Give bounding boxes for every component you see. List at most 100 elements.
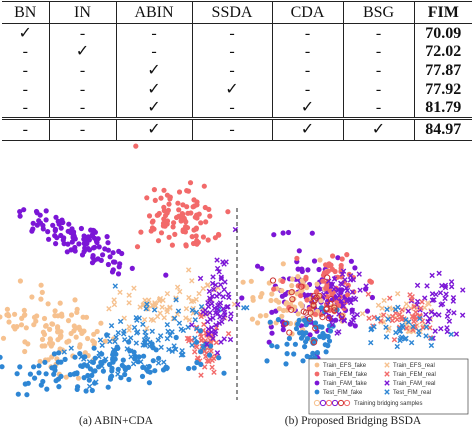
- scatter-point: [119, 362, 125, 368]
- scatter-point: [301, 317, 308, 323]
- scatter-ring: [303, 309, 310, 316]
- scatter-cross: [165, 328, 171, 335]
- cell-abin: ✓: [115, 61, 192, 80]
- scatter-point: [279, 313, 285, 319]
- scatter-point: [39, 289, 45, 295]
- scatter-point: [274, 344, 280, 350]
- scatter-point: [161, 187, 167, 193]
- scatter-point: [303, 321, 309, 328]
- scatter-cross: [410, 323, 416, 330]
- scatter-cross: [115, 329, 121, 336]
- scatter-cross: [140, 342, 146, 348]
- scatter-point: [352, 265, 358, 271]
- scatter-point: [51, 351, 58, 357]
- scatter-cross: [183, 315, 189, 321]
- scatter-point: [69, 239, 75, 245]
- scatter-cross: [183, 305, 190, 312]
- scatter-point: [335, 255, 341, 261]
- scatter-cross: [200, 285, 206, 292]
- scatter-cross: [142, 342, 148, 348]
- scatter-point: [77, 351, 83, 357]
- scatter-point: [106, 361, 113, 368]
- scatter-point: [81, 233, 87, 239]
- scatter-cross: [349, 307, 356, 314]
- scatter-cross: [428, 309, 435, 315]
- scatter-cross: [241, 305, 247, 311]
- scatter-point: [280, 327, 286, 333]
- scatter-point: [40, 378, 46, 385]
- scatter-point: [255, 320, 261, 326]
- scatter-ring: [282, 320, 289, 327]
- scatter-point: [91, 331, 97, 337]
- scatter-point: [85, 372, 91, 379]
- scatter-point: [39, 336, 46, 342]
- scatter-cross: [93, 379, 99, 385]
- scatter-point: [74, 386, 80, 392]
- scatter-point: [17, 364, 23, 370]
- cell-fim: 77.92: [413, 79, 472, 99]
- scatter-point: [299, 266, 305, 272]
- scatter-point: [164, 221, 170, 227]
- scatter-point: [240, 279, 246, 285]
- scatter-cross: [349, 289, 356, 295]
- scatter-cross: [331, 276, 338, 282]
- scatter-cross: [97, 337, 104, 343]
- scatter-cross: [411, 318, 417, 325]
- scatter-cross: [131, 285, 137, 291]
- scatter-point: [14, 371, 20, 377]
- scatter-cross: [124, 346, 130, 352]
- scatter-point: [27, 371, 33, 377]
- scatter-point: [132, 353, 138, 360]
- scatter-cross: [408, 340, 415, 346]
- scatter-point: [72, 354, 78, 360]
- scatter-cross: [416, 315, 423, 322]
- results-table: BN IN ABIN SSDA CDA BSG FIM ✓ - - - - - …: [2, 1, 472, 141]
- scatter-point: [180, 228, 186, 234]
- scatter-point: [34, 313, 40, 319]
- scatter-cross: [220, 294, 226, 300]
- scatter-cross: [130, 361, 137, 367]
- cell-bn: -: [22, 43, 28, 61]
- scatter-point: [84, 240, 90, 247]
- scatter-point: [280, 261, 286, 267]
- scatter-cross: [366, 315, 372, 321]
- scatter-cross: [394, 316, 400, 323]
- scatter-point: [215, 231, 222, 238]
- scatter-point: [158, 230, 165, 236]
- scatter-cross: [73, 370, 79, 377]
- scatter-cross: [143, 305, 149, 312]
- scatter-cross: [167, 304, 173, 310]
- scatter-point: [267, 319, 273, 325]
- cell-cda: -: [271, 79, 343, 99]
- legend-label: Train_FEM_real: [393, 372, 436, 378]
- scatter-point: [4, 306, 10, 312]
- scatter-cross: [331, 286, 337, 292]
- table-row: - - ✓ - - - 77.87: [2, 61, 472, 80]
- scatter-point: [196, 211, 202, 217]
- scatter-point: [164, 192, 170, 198]
- scatter-point: [280, 307, 287, 314]
- scatter-cross: [126, 300, 132, 306]
- scatter-cross: [214, 257, 220, 263]
- scatter-point: [45, 301, 51, 307]
- scatter-point: [0, 335, 7, 341]
- scatter-cross: [186, 338, 192, 344]
- scatter-cross: [161, 359, 167, 365]
- scatter-cross: [453, 331, 460, 337]
- scatter-cross: [179, 348, 185, 354]
- scatter-point: [77, 344, 83, 350]
- scatter-cross: [428, 342, 435, 349]
- scatter-point: [43, 323, 49, 329]
- cell-abin: ✓: [115, 79, 192, 99]
- scatter-point: [327, 328, 334, 334]
- scatter-point: [18, 322, 25, 328]
- scatter-point: [115, 345, 121, 351]
- scatter-point: [22, 348, 28, 355]
- scatter-point: [169, 242, 175, 248]
- scatter-point: [63, 374, 69, 380]
- scatter-point: [141, 353, 147, 359]
- scatter-cross: [413, 309, 419, 315]
- scatter-cross: [61, 349, 67, 355]
- scatter-cross: [354, 312, 361, 318]
- scatter-cross: [405, 328, 411, 334]
